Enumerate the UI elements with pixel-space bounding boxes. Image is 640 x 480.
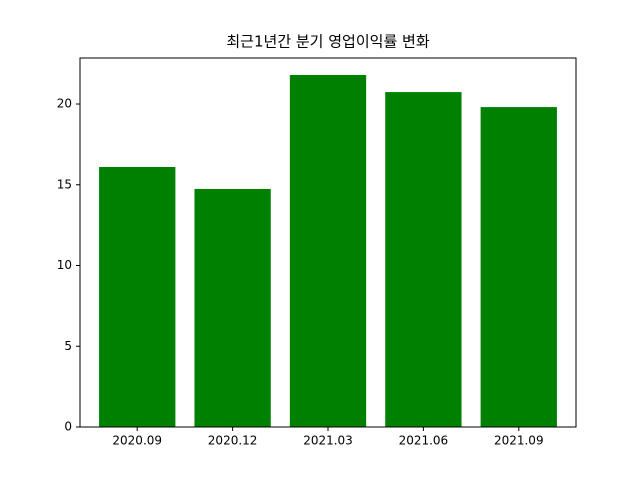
chart-title: 최근1년간 분기 영업이익률 변화 bbox=[226, 33, 429, 51]
bar bbox=[289, 74, 367, 427]
bar bbox=[480, 107, 557, 427]
y-tick-label: 0 bbox=[64, 420, 72, 434]
y-tick-label: 20 bbox=[57, 97, 72, 111]
y-tick-label: 15 bbox=[57, 177, 72, 191]
plot-frame bbox=[79, 57, 577, 428]
x-tick-label: 2021.09 bbox=[494, 434, 544, 448]
y-tick-label: 10 bbox=[57, 258, 72, 272]
x-tick-label: 2020.09 bbox=[112, 434, 162, 448]
x-tick-label: 2021.06 bbox=[399, 434, 449, 448]
bar bbox=[99, 167, 176, 427]
bar bbox=[385, 92, 462, 427]
bar bbox=[194, 188, 271, 427]
x-tick-label: 2020.12 bbox=[208, 434, 258, 448]
x-tick-label: 2021.03 bbox=[303, 434, 353, 448]
y-tick-label: 5 bbox=[64, 339, 72, 353]
